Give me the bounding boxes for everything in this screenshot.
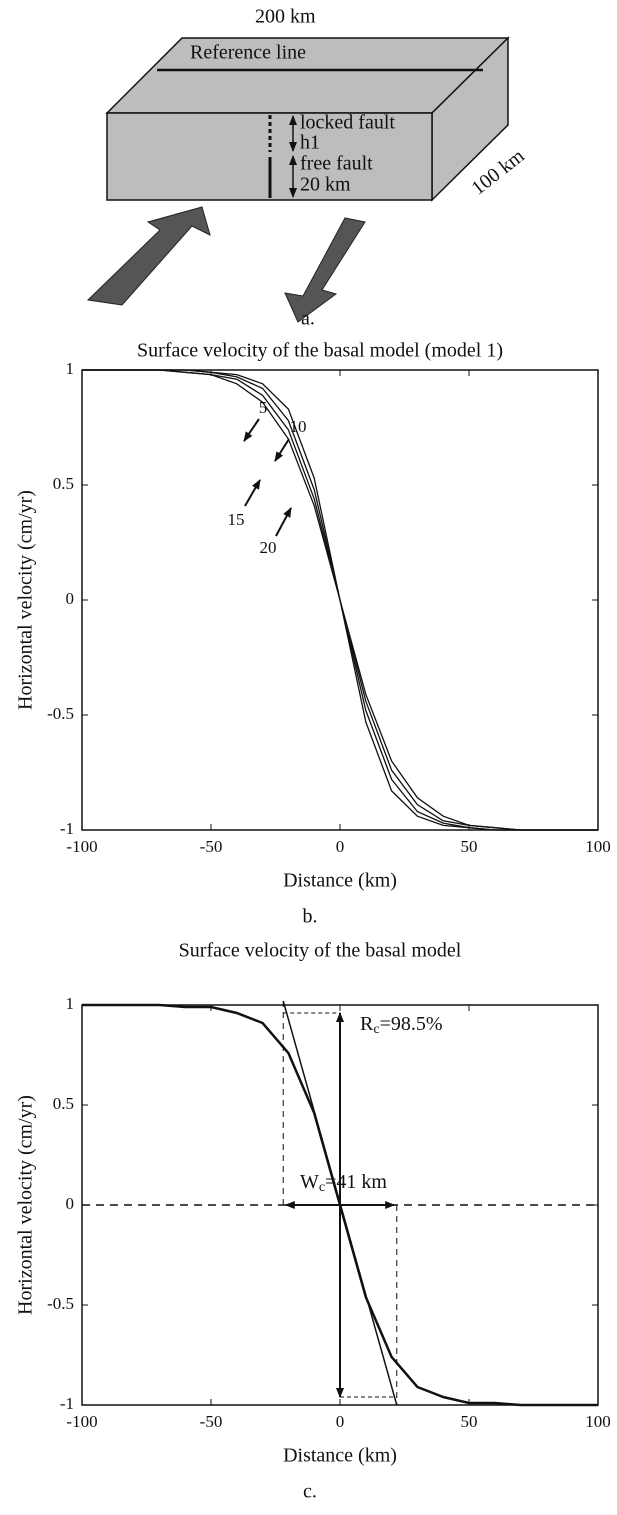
locked-label: locked fault (300, 112, 395, 134)
curve-label-arrow (274, 438, 290, 462)
x-tick-label: 100 (585, 1412, 611, 1431)
y-tick-label: 1 (66, 994, 75, 1013)
annotation: Rc=98.5% (360, 1013, 443, 1038)
curve (82, 369, 598, 831)
annotation-part: =98.5% (380, 1013, 443, 1035)
annotation-part: c (373, 1022, 379, 1037)
x-tick-label: -50 (200, 837, 223, 856)
annotation: Wc=41 km (300, 1171, 387, 1196)
annotation-part: R (360, 1013, 374, 1035)
x-tick-label: 50 (461, 837, 478, 856)
y-tick-label: -1 (60, 1394, 74, 1413)
y-tick-label: -0.5 (47, 704, 74, 723)
free-label: free fault (300, 153, 373, 175)
curve-label: 20 (260, 538, 277, 557)
locked-depth: h1 (300, 132, 320, 154)
block-diagram: 200 km Reference line 100 km locked faul… (86, 6, 529, 330)
y-tick-label: -1 (60, 819, 74, 838)
curve-label: 15 (228, 510, 245, 529)
reference-label: Reference line (190, 42, 306, 64)
free-depth: 20 km (300, 174, 351, 196)
curve-label-arrow (244, 479, 261, 507)
x-axis-label: Distance (km) (283, 870, 397, 892)
y-tick-label: 1 (66, 359, 75, 378)
x-tick-label: 0 (336, 1412, 345, 1431)
chart-title: Surface velocity of the basal model (mod… (137, 340, 503, 362)
x-axis-label: Distance (km) (283, 1445, 397, 1467)
curve-label: 5 (259, 398, 268, 417)
y-tick-label: 0.5 (53, 474, 74, 493)
curve-label: 10 (290, 417, 307, 436)
annotation-part: W (300, 1171, 319, 1193)
caption: b. (303, 906, 318, 928)
curve-label-arrow (243, 418, 260, 442)
annotation-part: c (319, 1180, 325, 1195)
motion-arrow-left (86, 206, 211, 306)
caption: a. (301, 308, 315, 330)
x-tick-label: -100 (66, 1412, 97, 1431)
caption: c. (303, 1481, 317, 1503)
x-tick-label: 50 (461, 1412, 478, 1431)
y-tick-label: 0 (66, 589, 75, 608)
x-tick-label: 100 (585, 837, 611, 856)
x-tick-label: 0 (336, 837, 345, 856)
y-axis-label: Horizontal velocity (cm/yr) (15, 490, 37, 710)
y-tick-label: -0.5 (47, 1294, 74, 1313)
y-tick-label: 0.5 (53, 1094, 74, 1113)
y-tick-label: 0 (66, 1194, 75, 1213)
y-axis-label: Horizontal velocity (cm/yr) (15, 1095, 37, 1315)
chart-title: Surface velocity of the basal model (179, 940, 462, 962)
x-tick-label: -50 (200, 1412, 223, 1431)
width-label: 200 km (255, 6, 316, 28)
x-tick-label: -100 (66, 837, 97, 856)
annotation-part: =41 km (325, 1171, 387, 1193)
chart: Surface velocity of the basal model-100-… (15, 940, 611, 1503)
chart: Surface velocity of the basal model (mod… (15, 340, 611, 928)
curve-label-arrow (275, 507, 292, 537)
motion-arrow-right (284, 217, 366, 323)
